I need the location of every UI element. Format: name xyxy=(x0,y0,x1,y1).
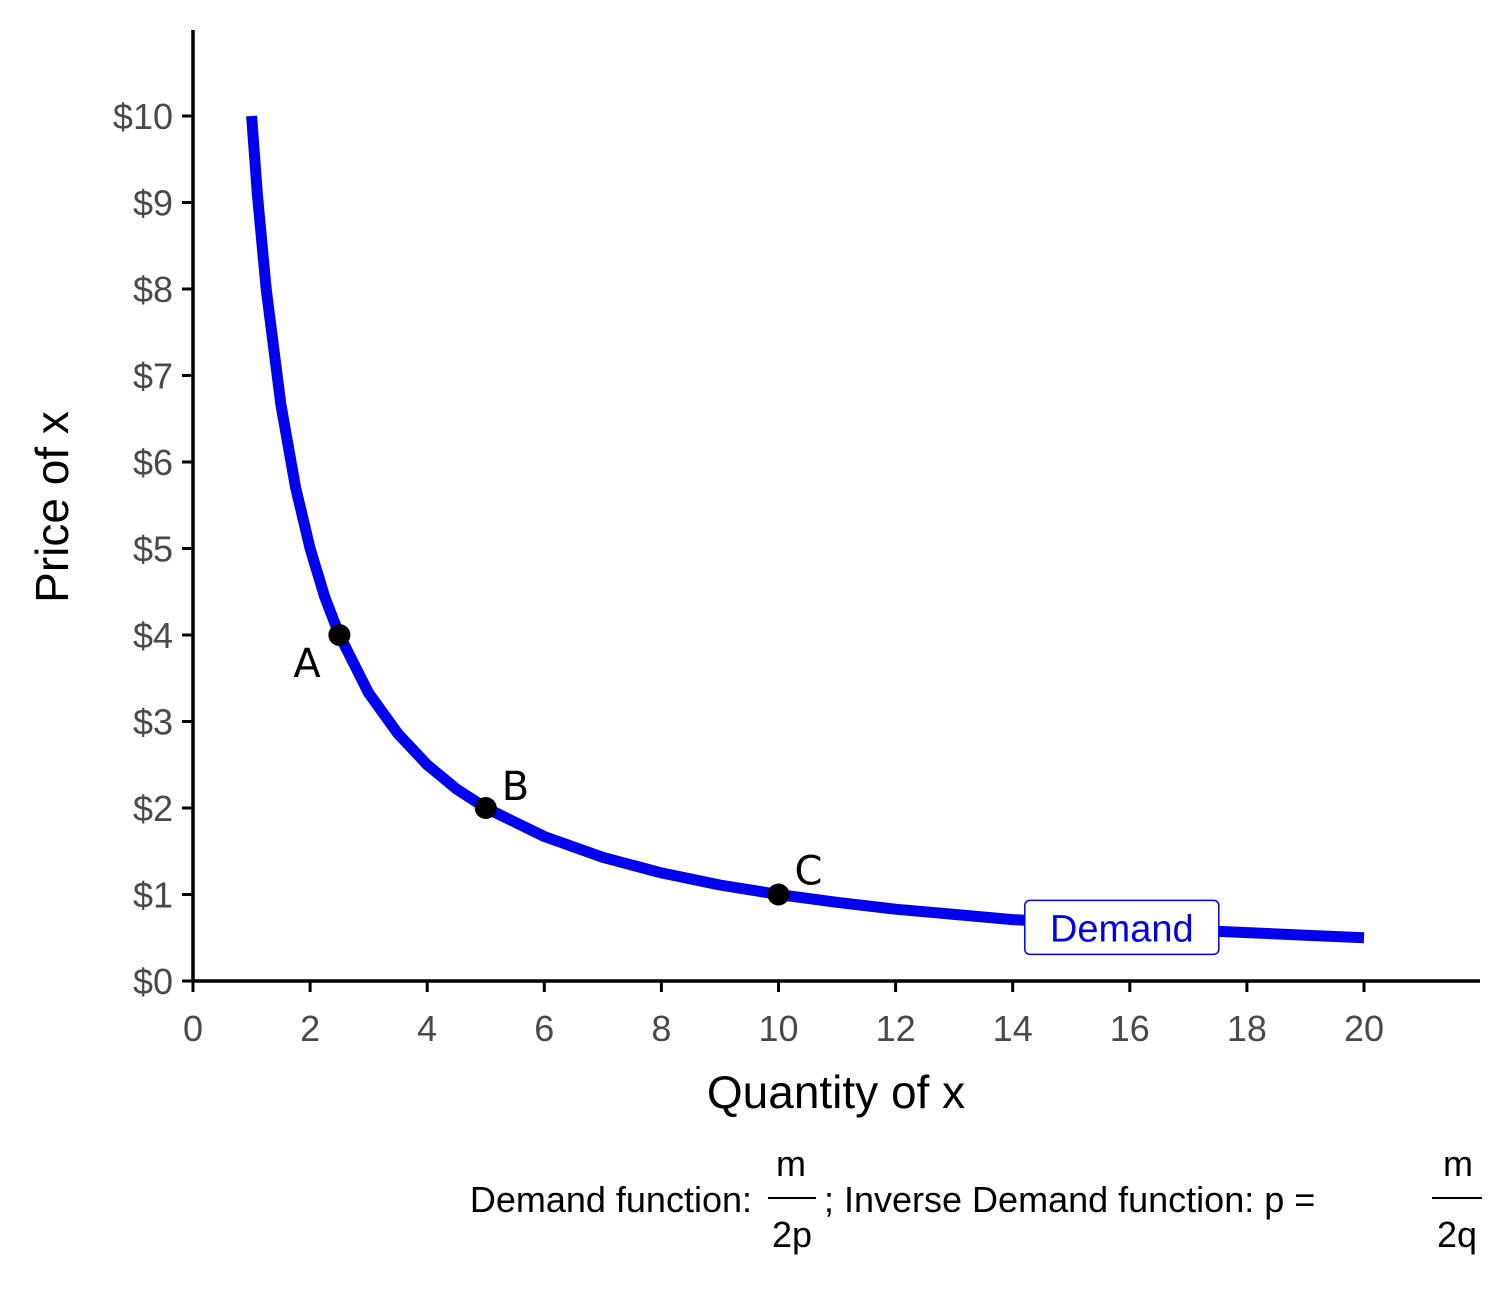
x-tick-label: 14 xyxy=(993,1008,1033,1049)
x-tick-label: 20 xyxy=(1344,1008,1384,1049)
caption-demand-prefix: Demand function: xyxy=(470,1179,762,1220)
x-axis-title: Quantity of x xyxy=(707,1066,965,1118)
y-tick-label: $6 xyxy=(133,442,173,483)
caption-inverse-denominator: 2q xyxy=(1437,1214,1477,1255)
y-tick-label: $9 xyxy=(133,183,173,224)
series-layer: Demand xyxy=(246,115,1365,956)
y-axis-title: Price of x xyxy=(26,411,78,603)
x-tick-label: 6 xyxy=(534,1008,554,1049)
y-tick-label: $5 xyxy=(133,529,173,570)
points-layer: A B C xyxy=(293,624,822,906)
demand-curve xyxy=(246,115,1365,944)
y-tick-label: $2 xyxy=(133,788,173,829)
caption-inverse-prefix: ; Inverse Demand function: p = xyxy=(824,1179,1325,1220)
demand-label-box xyxy=(1024,899,1220,956)
point-label-a: A xyxy=(293,641,321,687)
x-tick-label: 2 xyxy=(300,1008,320,1049)
x-tick-label: 4 xyxy=(417,1008,437,1049)
x-tick-label: 0 xyxy=(183,1008,203,1049)
point-a xyxy=(328,624,351,646)
y-tick-label: $10 xyxy=(113,96,173,137)
x-tick-label: 18 xyxy=(1227,1008,1267,1049)
x-tick-label: 12 xyxy=(876,1008,916,1049)
axes: 0 2 4 6 8 10 12 14 16 18 20 $0 $1 $2 $3 $4 $5 $6 $7 $8 $9 $10 xyxy=(113,30,1480,1049)
caption-demand-numerator: m xyxy=(776,1143,806,1184)
demand-label: Demand xyxy=(1050,908,1194,950)
y-tick-label: $8 xyxy=(133,269,173,310)
point-b xyxy=(474,797,497,819)
point-label-c: C xyxy=(795,849,823,895)
y-tick-label: $1 xyxy=(133,875,173,916)
caption-demand-denominator: 2p xyxy=(772,1214,812,1255)
y-tick-label: $4 xyxy=(133,615,173,656)
point-c xyxy=(767,883,790,906)
x-tick-label: 16 xyxy=(1110,1008,1150,1049)
x-tick-label: 8 xyxy=(651,1008,671,1049)
caption: Demand function: m 2p ; Inverse Demand f… xyxy=(470,1143,1482,1255)
caption-inverse-numerator: m xyxy=(1443,1143,1473,1184)
point-label-b: B xyxy=(502,764,529,810)
y-tick-label: $7 xyxy=(133,356,173,397)
y-tick-label: $0 xyxy=(133,961,173,1002)
x-tick-label: 10 xyxy=(758,1008,798,1049)
y-tick-label: $3 xyxy=(133,702,173,743)
